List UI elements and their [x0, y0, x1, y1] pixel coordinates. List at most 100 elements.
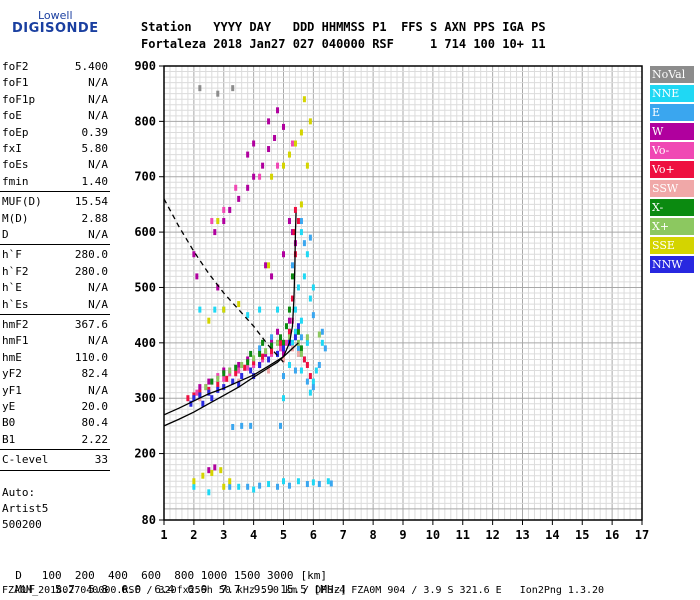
x-tick-label: 2 [190, 528, 197, 542]
data-point-nne [293, 328, 297, 335]
param-name: MUF(D) [2, 195, 42, 209]
data-point-w [264, 262, 268, 269]
data-point-e [258, 345, 262, 352]
param-value: 80.4 [81, 416, 109, 430]
data-point-vo [258, 173, 262, 180]
x-tick-label: 4 [250, 528, 257, 542]
param-row-he: h`E N/A [2, 279, 108, 296]
data-point-x [296, 328, 300, 335]
data-point-nnw [240, 373, 244, 380]
distance-value: 3000 [260, 569, 294, 582]
data-point-nnw [249, 367, 253, 374]
data-point-e [317, 481, 321, 488]
data-point-e [311, 384, 315, 391]
param-value: N/A [88, 92, 108, 106]
param-name: B1 [2, 432, 16, 446]
param-name: foF1 [2, 76, 29, 90]
data-point-sse [305, 162, 309, 169]
header-columns: Station YYYY DAY DDD HHMMSS P1 FFS S AXN… [141, 20, 546, 34]
data-point-noval [198, 85, 202, 92]
data-point-w [228, 206, 232, 213]
curve-trace-o [163, 212, 297, 427]
param-name: hmE [2, 350, 22, 364]
data-point-ssw [296, 350, 300, 357]
distance-value: 1000 [194, 569, 228, 582]
x-tick-label: 10 [426, 528, 440, 542]
data-point-sse [210, 469, 214, 476]
data-point-nnw [198, 392, 202, 399]
data-point-vo [302, 356, 306, 363]
data-point-sse [219, 467, 223, 474]
x-tick-label: 12 [485, 528, 499, 542]
data-point-nnw [282, 345, 285, 352]
param-name: fxI [2, 142, 22, 155]
data-point-e [323, 345, 327, 352]
data-point-ssw [282, 356, 285, 363]
chart-grid [163, 65, 643, 520]
param-name: foF1p [2, 92, 36, 106]
data-point-e [299, 218, 303, 225]
param-row-fmin: fmin 1.40 [2, 173, 108, 190]
data-point-nne [308, 295, 312, 302]
legend-item-x: X- [650, 199, 694, 216]
data-point-nne [258, 306, 262, 313]
data-point-nne [198, 306, 202, 313]
data-point-e [282, 373, 285, 380]
data-point-vo [284, 339, 288, 346]
param-value: 2.22 [81, 432, 109, 446]
data-point-e [311, 312, 315, 319]
distance-unit: [km] [300, 569, 328, 582]
y-tick-label: 80 [142, 513, 156, 527]
data-point-vo [279, 345, 283, 352]
curve-dashed-profile [163, 198, 284, 363]
x-tick-label: 1 [160, 528, 167, 542]
param-row-d: D N/A [2, 226, 108, 243]
data-point-sse [308, 118, 312, 125]
param-name: foF2 [2, 60, 29, 73]
data-point-sse [216, 218, 220, 225]
y-tick-label: 500 [134, 280, 156, 294]
data-point-w [252, 173, 256, 180]
data-point-sse [207, 317, 211, 324]
distance-row: D 100 200 400 600 800 1000 1500 3000 [km] [2, 556, 327, 582]
param-row-ye: yE 20.0 [2, 398, 108, 415]
legend-item-nnw: NNW [650, 256, 694, 273]
data-point-nne [305, 339, 309, 346]
data-point-e [305, 481, 309, 488]
logo-digisonde-text: DIGISONDE [12, 21, 99, 36]
data-point-vo [276, 162, 280, 169]
data-point-nnw [267, 356, 271, 363]
data-point-x [287, 306, 291, 313]
param-row-foe: foE N/A [2, 107, 108, 124]
param-row-foep: foEp 0.39 [2, 124, 108, 141]
data-point-e [320, 328, 324, 335]
data-point-vo [305, 361, 309, 368]
param-separator [0, 469, 110, 471]
param-value: 33 [94, 453, 108, 467]
x-tick-label: 16 [605, 528, 619, 542]
chart-axes: 1 2 3 4 5 6 7 8 9 10 11 12 13 14 15 16 17802003004005006… [134, 59, 649, 542]
param-value: 20.0 [81, 400, 109, 413]
data-point-w [246, 151, 250, 158]
param-value: N/A [88, 297, 108, 311]
muf-value: 5.8 [74, 583, 108, 596]
data-point-e [279, 422, 283, 429]
data-point-w [246, 184, 250, 191]
data-point-nnw [293, 334, 297, 341]
param-name: h`E [2, 281, 22, 295]
data-point-x [258, 350, 262, 357]
file-info-footer: FZA0M_2018027040000.RSF / 320fx256h 50 k… [2, 585, 605, 596]
muf-value: 6.0 [108, 583, 142, 596]
param-name: hmF2 [2, 318, 29, 331]
data-point-nnw [296, 323, 300, 330]
param-name: M(D) [2, 211, 29, 225]
data-point-e [287, 482, 291, 489]
data-point-noval [216, 90, 220, 97]
param-name: yF2 [2, 367, 22, 381]
data-point-nne [282, 395, 285, 402]
data-point-sse [267, 262, 271, 269]
legend-item-nne: NNE [650, 85, 694, 102]
data-point-e [276, 483, 280, 490]
param-name: hmF1 [2, 334, 29, 348]
param-value: 82.4 [81, 367, 109, 381]
